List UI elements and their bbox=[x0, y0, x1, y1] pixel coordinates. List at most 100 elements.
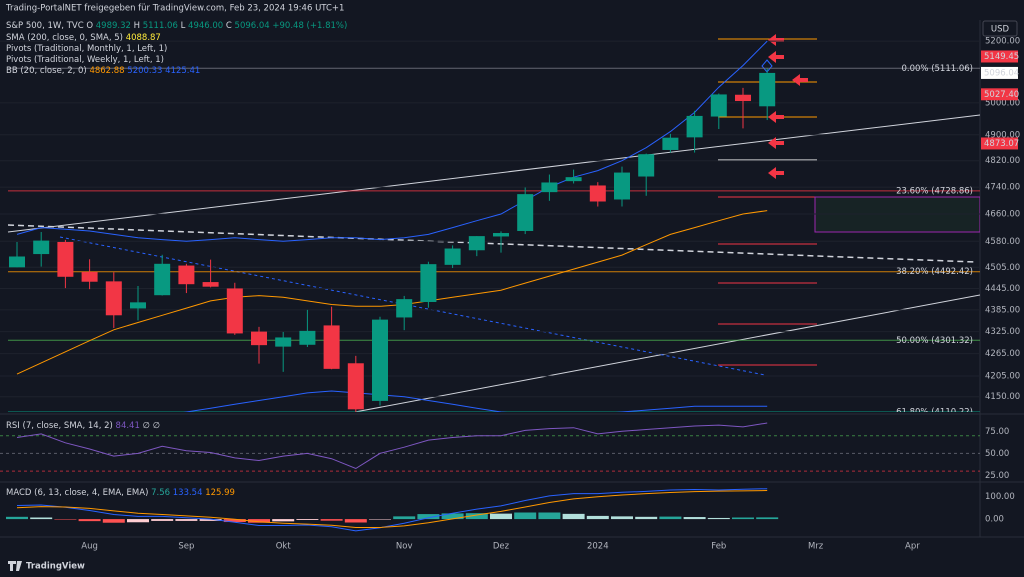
source-note: Trading-PortalNET freigegeben für Tradin… bbox=[5, 4, 344, 14]
y-tick-label: 4660.00 bbox=[985, 209, 1020, 219]
histogram-bar bbox=[562, 513, 585, 520]
candle-body bbox=[202, 282, 219, 287]
currency: USD bbox=[991, 25, 1010, 35]
histogram-bar bbox=[417, 514, 440, 520]
candle-body bbox=[541, 182, 558, 193]
candle-body bbox=[444, 248, 461, 265]
fib-label: 0.00% (5111.06) bbox=[902, 64, 974, 74]
series-line bbox=[183, 390, 768, 412]
histogram-bar bbox=[538, 512, 561, 520]
legend-text: O bbox=[86, 21, 93, 31]
fib-label: 38.20% (4492.42) bbox=[896, 267, 973, 277]
candle-body bbox=[105, 281, 122, 316]
series-line bbox=[16, 490, 768, 528]
histogram-bar bbox=[586, 515, 609, 520]
series-line bbox=[16, 422, 768, 470]
series-line bbox=[16, 40, 768, 242]
legend-text: 5200.33 bbox=[127, 66, 162, 76]
y-tick-label: 4580.00 bbox=[985, 237, 1020, 247]
candle-body bbox=[710, 94, 727, 117]
arrow bbox=[768, 34, 784, 46]
histogram-bar bbox=[659, 516, 682, 520]
histogram-bar bbox=[683, 517, 706, 520]
y-tick-label: 4445.00 bbox=[985, 284, 1020, 294]
legend-text: 84.41 bbox=[116, 421, 140, 431]
arrow bbox=[768, 51, 784, 63]
candle-body bbox=[9, 256, 25, 268]
candle-body bbox=[275, 337, 292, 347]
candle-body bbox=[759, 72, 776, 107]
legend-text: RSI (7, close, SMA, 14, 2) bbox=[6, 421, 113, 431]
y-tick-label: 4150.00 bbox=[985, 392, 1020, 402]
histogram-bar bbox=[102, 519, 125, 523]
legend-text: 4862.88 bbox=[89, 66, 124, 76]
y-tick-label: 4900.00 bbox=[985, 130, 1020, 140]
arrow bbox=[792, 74, 808, 86]
legend-text: L bbox=[181, 21, 186, 31]
candle-body bbox=[251, 331, 267, 346]
price-label: 5027.40 bbox=[984, 90, 1019, 100]
y-tick-label: 4265.00 bbox=[985, 349, 1020, 359]
x-tick-label: Aug bbox=[81, 542, 98, 552]
x-tick-label: Dez bbox=[493, 542, 510, 552]
legend-text: 4946.00 bbox=[188, 21, 223, 31]
legend-row: RSI (7, close, SMA, 14, 2) 84.41 ∅ ∅ bbox=[6, 421, 160, 431]
x-tick-label: Okt bbox=[276, 542, 292, 552]
legend-text: 4989.32 bbox=[96, 21, 131, 31]
histogram-bar bbox=[393, 516, 416, 520]
candle-body bbox=[589, 185, 606, 202]
legend-row: SMA (200, close, 0, SMA, 5) 4088.87 bbox=[6, 33, 161, 43]
y-tick-label: 25.00 bbox=[985, 471, 1009, 481]
histogram-bar bbox=[78, 519, 101, 522]
histogram-bar bbox=[635, 516, 658, 520]
histogram-bar bbox=[344, 519, 367, 523]
legend-row: BB (20, close, 2, 0) 4862.88 5200.33 412… bbox=[6, 66, 200, 76]
candle-body bbox=[347, 363, 364, 410]
legend-row: S&P 500, 1W, TVC O 4989.32 H 5111.06 L 4… bbox=[6, 21, 347, 31]
trend-line bbox=[7, 224, 976, 263]
candle-body bbox=[565, 177, 582, 182]
fib-label: 50.00% (4301.32) bbox=[896, 336, 973, 346]
series-line bbox=[16, 210, 768, 375]
x-tick-label: Nov bbox=[396, 542, 413, 552]
legend-text: ∅ bbox=[153, 421, 160, 431]
candle-body bbox=[493, 233, 509, 237]
histogram-bar bbox=[6, 516, 28, 520]
y-tick-label: 4325.00 bbox=[985, 327, 1020, 337]
price-label-box bbox=[981, 137, 1018, 150]
y-tick-label: 4505.00 bbox=[985, 263, 1020, 273]
y-tick-label: 75.00 bbox=[985, 427, 1009, 437]
legend-row: MACD (6, 13, close, 4, EMA, EMA) 7.56 13… bbox=[6, 488, 235, 498]
legend-text: Pivots (Traditional, Monthly, 1, Left, 1… bbox=[6, 44, 167, 54]
series-line bbox=[16, 488, 768, 532]
y-tick-label: 4385.00 bbox=[985, 305, 1020, 315]
y-tick-label: 5000.00 bbox=[985, 98, 1020, 108]
arrow bbox=[768, 167, 784, 179]
histogram-bar bbox=[514, 512, 537, 520]
pane bbox=[6, 488, 779, 532]
legend-row: Pivots (Traditional, Monthly, 1, Left, 1… bbox=[6, 44, 167, 54]
histogram-bar bbox=[248, 519, 270, 523]
candle-body bbox=[517, 194, 534, 231]
histogram-bar bbox=[127, 519, 149, 523]
histogram-bar bbox=[369, 519, 391, 520]
x-tick-label: Mrz bbox=[808, 542, 824, 552]
candle-body bbox=[323, 325, 340, 369]
y-tick-label: 4740.00 bbox=[985, 183, 1020, 193]
histogram-bar bbox=[296, 519, 319, 520]
price-label: 4873.07 bbox=[984, 139, 1019, 149]
arrow bbox=[768, 137, 784, 149]
legend-text: 7.56 bbox=[151, 488, 170, 498]
candle-body bbox=[130, 302, 146, 309]
legend-text: 5096.04 bbox=[235, 21, 270, 31]
pane bbox=[0, 422, 980, 472]
histogram-bar bbox=[756, 517, 779, 520]
legend-text: 5111.06 bbox=[143, 21, 178, 31]
y-tick-label: 50.00 bbox=[985, 449, 1009, 459]
legend-text: 4088.87 bbox=[126, 33, 161, 43]
histogram-bar bbox=[175, 519, 198, 521]
candle-body bbox=[638, 154, 655, 177]
price-label: 5096.04 bbox=[984, 68, 1019, 78]
y-tick-label: 100.00 bbox=[985, 492, 1015, 502]
candle-body bbox=[420, 264, 437, 302]
